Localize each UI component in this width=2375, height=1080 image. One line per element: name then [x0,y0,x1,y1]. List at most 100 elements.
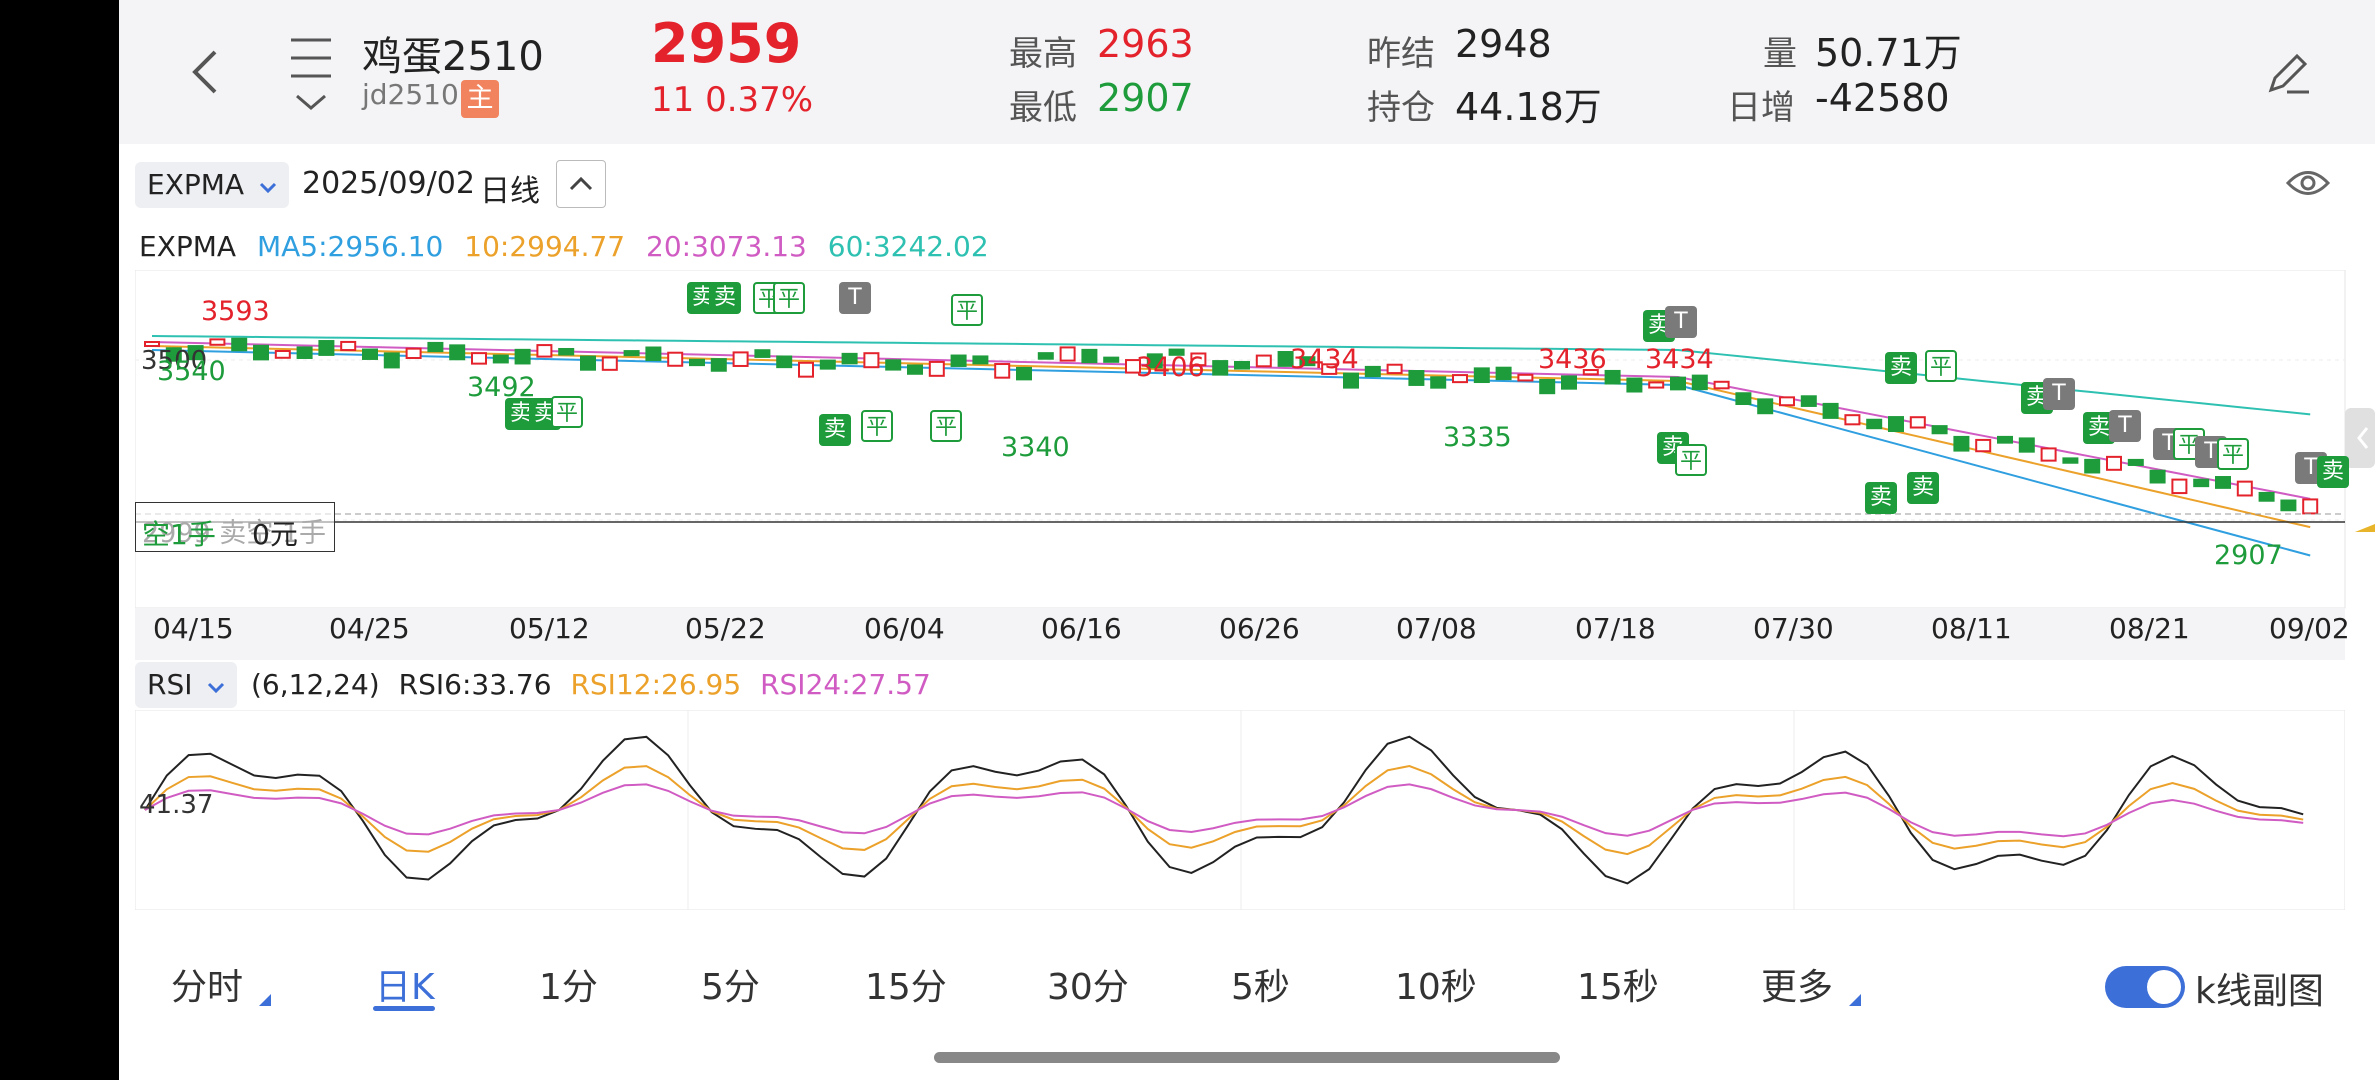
tab-8[interactable]: 15秒 [1577,958,1659,1010]
chart-period: 日线 [480,174,540,209]
trade-marker-sell[interactable]: 卖 [1885,352,1917,384]
price-change: 11 0.37% [651,80,814,120]
kline-subchart-toggle[interactable] [2105,966,2185,1008]
tab-4[interactable]: 15分 [865,958,947,1010]
prev-settle-label: 昨结 [1367,34,1435,74]
more-triangle-icon [259,994,271,1006]
trade-marker-close[interactable]: 平 [1925,350,1957,382]
candle [1168,348,1185,356]
date-label: 08/21 [2109,612,2190,645]
date-label: 06/26 [1219,612,1300,645]
position-box[interactable]: 2999 卖空 1手 空1手 0元 [135,502,335,552]
candle [318,340,335,356]
symbol-name[interactable]: 鸡蛋2510 [362,34,544,80]
rsi-line-2 [144,783,2304,838]
date-label: 05/22 [685,612,766,645]
rsi-params: (6,12,24) [251,668,380,701]
candle [1277,351,1294,367]
main-indicator-select[interactable]: EXPMA [135,162,289,208]
candle [1539,378,1556,395]
candle [1931,425,1948,435]
candle [580,355,596,371]
hamburger-menu-icon[interactable] [289,36,333,116]
tab-0[interactable]: 分时 [171,958,243,1010]
trade-marker-t[interactable]: T [2109,410,2141,442]
tab-5[interactable]: 30分 [1047,958,1129,1010]
chevron-down-icon [259,182,277,194]
collapse-button[interactable] [556,160,606,208]
symbol-code: jd2510 [362,78,459,111]
trade-marker-t[interactable]: T [2043,378,2075,410]
trade-marker-close[interactable]: 平 [773,282,805,314]
candle [2280,499,2297,512]
date-label: 04/15 [153,612,234,645]
rsi-chart[interactable] [135,710,2345,910]
tab-label: 15分 [865,967,947,1008]
candle [1081,348,1098,364]
trade-marker-sell[interactable]: 卖 [1907,472,1939,504]
trade-marker-close[interactable]: 平 [551,396,583,428]
tab-6[interactable]: 5秒 [1231,958,1290,1010]
date-label: 07/18 [1575,612,1656,645]
candle [819,359,836,370]
trade-marker-t[interactable]: T [1665,306,1697,338]
trade-marker-close[interactable]: 平 [1675,444,1707,476]
candle [907,364,923,375]
tab-3[interactable]: 5分 [701,958,760,1010]
candle [2193,478,2210,488]
open-interest-value: 44.18万 [1455,85,1602,129]
rsi6-value: RSI6:33.76 [398,668,552,701]
candle [2062,457,2079,464]
pencil-icon[interactable] [2265,50,2311,96]
candle [536,344,553,358]
trade-marker-sell[interactable]: 卖 [709,282,741,314]
position-text: 空1手 [142,518,216,551]
rsi-indicator-select[interactable]: RSI [135,662,238,708]
quote-header: 鸡蛋2510 jd2510 主 2959 11 0.37% 最高 2963 最低… [119,0,2375,144]
price-label: 3434 [1645,344,1714,375]
chevron-left-icon[interactable] [191,48,219,96]
tab-1[interactable]: 日K [375,958,435,1010]
candle [1844,414,1861,426]
kline-chart[interactable] [135,270,2375,660]
trade-marker-t[interactable]: T [839,282,871,314]
candle [863,352,880,369]
trade-marker-close[interactable]: 平 [951,294,983,326]
price-label: 3434 [1290,344,1359,375]
tab-label: 1分 [539,967,598,1008]
trade-marker-sell[interactable]: 卖 [1865,482,1897,514]
date-label: 06/04 [864,612,945,645]
expma-legend: EXPMA MA5:2956.10 10:2994.77 20:3073.13 … [139,230,989,263]
rsi24-value: RSI24:27.57 [760,668,931,701]
pnl-text: 0元 [252,518,298,551]
price-label: 2907 [2214,540,2283,571]
candle [1430,376,1447,389]
high-label: 最高 [1009,34,1077,74]
candle [1757,398,1774,415]
rsi-line-1 [144,764,2304,856]
candle [972,355,989,365]
date-label: 08/11 [1931,612,2012,645]
price-label: 3335 [1443,422,1512,453]
trade-marker-sell[interactable]: 卖 [2317,456,2349,488]
trade-marker-close[interactable]: 平 [2217,438,2249,470]
candle [1386,363,1403,375]
candle [2018,437,2035,453]
rsi-line-0 [144,735,2304,885]
chevron-left-small-icon [2357,427,2369,449]
expma-title: EXPMA [139,230,237,263]
tab-2[interactable]: 1分 [539,958,598,1010]
tab-9[interactable]: 更多 [1761,958,1833,1010]
ma20-value: 20:3073.13 [646,230,807,263]
candle [274,349,291,359]
trade-marker-sell[interactable]: 卖 [819,414,851,446]
candle [1670,376,1686,391]
candle [1059,346,1076,362]
tab-7[interactable]: 10秒 [1395,958,1477,1010]
trade-marker-close[interactable]: 平 [930,410,962,442]
eye-icon[interactable] [2285,166,2331,200]
candle [1582,369,1599,376]
candle [144,341,160,347]
trade-marker-close[interactable]: 平 [861,410,893,442]
candle [449,344,466,361]
